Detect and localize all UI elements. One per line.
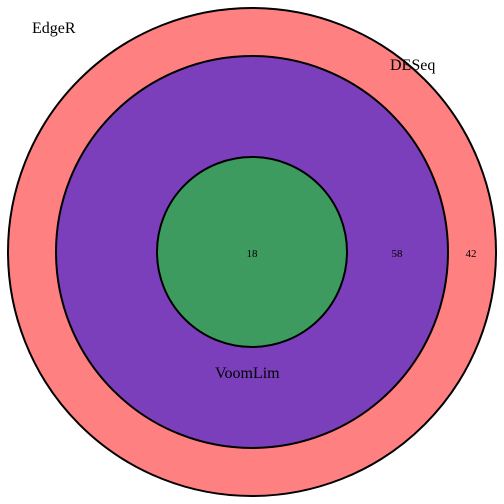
voomlim-set-circle [156,156,348,348]
count-edger-only: 42 [466,248,477,260]
count-edger-deseq: 58 [392,248,404,260]
edger-set-label: EdgeR [32,20,76,37]
count-all-three: 18 [247,248,259,260]
deseq-set-label: DESeq [390,57,435,74]
voomlim-set-label: VoomLim [215,365,280,382]
